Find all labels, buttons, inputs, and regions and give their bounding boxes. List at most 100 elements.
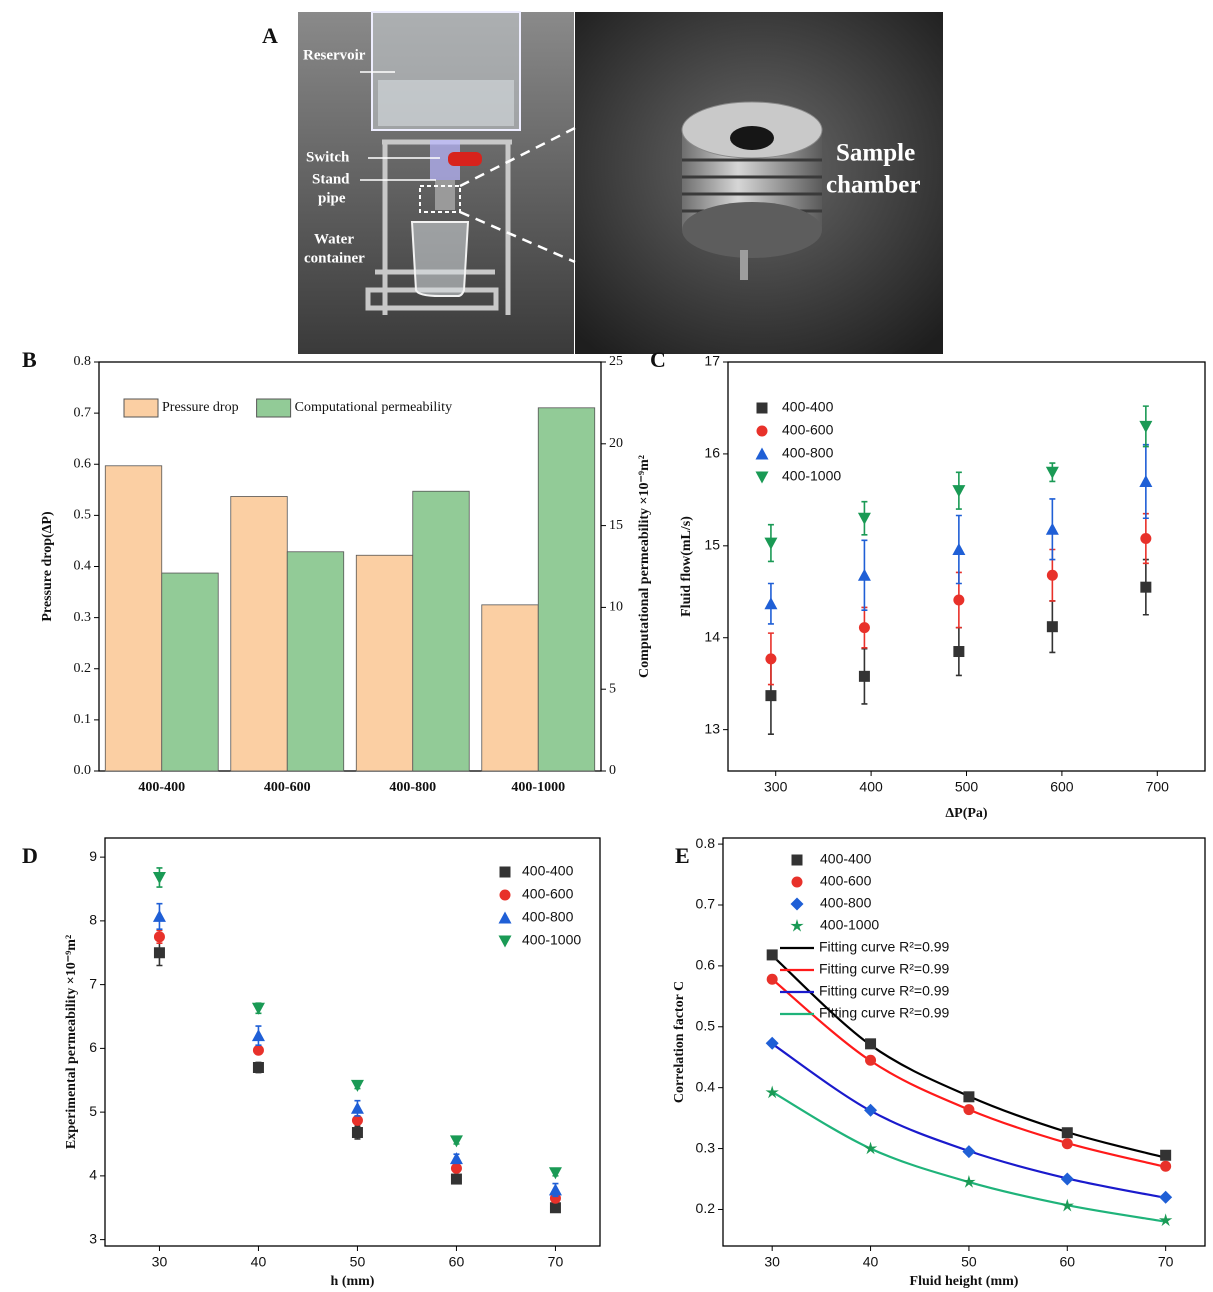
bar bbox=[537, 407, 596, 772]
y2-axis-label: Computational permeability ×10⁻⁹m² bbox=[637, 455, 652, 678]
annotation: chamber bbox=[826, 172, 920, 199]
point bbox=[962, 1145, 976, 1159]
legend-label: Computational permeability bbox=[295, 400, 452, 415]
y-tick-label: 0.8 bbox=[696, 835, 716, 851]
annotation: Switch bbox=[306, 149, 350, 165]
point bbox=[251, 1029, 265, 1042]
point bbox=[153, 931, 165, 943]
legend-label: 400-800 bbox=[820, 895, 872, 911]
point bbox=[865, 1038, 877, 1050]
x-tick-label: 400-800 bbox=[389, 780, 436, 795]
y-tick-label: 15 bbox=[704, 537, 720, 553]
point bbox=[865, 1054, 877, 1066]
legend-label: 400-600 bbox=[820, 873, 872, 889]
x-tick-label: 50 bbox=[961, 1254, 977, 1270]
water bbox=[378, 80, 514, 126]
point bbox=[764, 537, 778, 550]
point bbox=[1060, 1172, 1074, 1186]
point bbox=[765, 1036, 779, 1050]
point bbox=[1061, 1127, 1073, 1139]
annotation: Water bbox=[314, 231, 354, 247]
point bbox=[1160, 1160, 1172, 1172]
point bbox=[1158, 1213, 1173, 1227]
y-tick-label: 0.3 bbox=[696, 1139, 716, 1155]
legend-label: 400-600 bbox=[782, 422, 834, 438]
x-tick-label: 40 bbox=[863, 1254, 879, 1270]
point bbox=[449, 1152, 463, 1165]
x-tick-label: 400-1000 bbox=[511, 780, 565, 795]
x-tick-label: 70 bbox=[548, 1254, 564, 1270]
legend-marker bbox=[499, 866, 511, 878]
annotation: pipe bbox=[318, 190, 346, 206]
legend-label: 400-800 bbox=[782, 445, 834, 461]
y2-tick-label: 10 bbox=[609, 600, 623, 615]
point bbox=[1139, 420, 1153, 433]
y-tick-label: 0.0 bbox=[74, 763, 92, 778]
y-tick-label: 8 bbox=[89, 912, 97, 928]
legend-label: 400-800 bbox=[522, 909, 574, 925]
legend-marker bbox=[790, 897, 804, 911]
annotation: Stand bbox=[312, 171, 350, 187]
point bbox=[549, 1202, 561, 1214]
legend-label: 400-600 bbox=[522, 886, 574, 902]
point bbox=[1140, 581, 1152, 593]
y-tick-label: 7 bbox=[89, 975, 97, 991]
legend-label: 400-400 bbox=[820, 851, 872, 867]
panel-label: D bbox=[22, 843, 38, 868]
legend-label: 400-1000 bbox=[820, 917, 879, 933]
legend-label: 400-1000 bbox=[782, 468, 841, 484]
legend-label: 400-400 bbox=[782, 399, 834, 415]
annotation: container bbox=[304, 250, 365, 266]
y-tick-label: 0.5 bbox=[74, 508, 92, 523]
y-tick-label: 0.1 bbox=[74, 712, 92, 727]
x-tick-label: 30 bbox=[764, 1254, 780, 1270]
point bbox=[1045, 466, 1059, 479]
photo-panel: A Reservoir Switch Stand pipe Water cont… bbox=[262, 11, 943, 354]
plot-frame bbox=[722, 837, 1206, 1247]
y-tick-label: 0.5 bbox=[696, 1017, 716, 1033]
point bbox=[1061, 1138, 1073, 1150]
x-tick-label: 60 bbox=[1059, 1254, 1075, 1270]
point bbox=[1060, 1198, 1074, 1212]
y2-tick-label: 25 bbox=[609, 354, 623, 369]
point bbox=[858, 622, 870, 634]
point bbox=[153, 947, 165, 959]
point bbox=[548, 1167, 562, 1180]
y-tick-label: 0.2 bbox=[696, 1200, 716, 1216]
x-tick-label: 400 bbox=[859, 779, 883, 795]
point bbox=[1160, 1149, 1172, 1161]
point bbox=[952, 485, 966, 498]
point bbox=[1045, 522, 1059, 535]
chart: D 3 4 5 6 7 8 9 30 40 50 60 70 Experimental permeabil… bbox=[22, 837, 601, 1289]
bar bbox=[355, 554, 414, 772]
water-container bbox=[410, 221, 470, 297]
panel-label: A bbox=[262, 23, 278, 48]
point bbox=[858, 670, 870, 682]
y2-tick-label: 20 bbox=[609, 436, 623, 451]
x-tick-label: 700 bbox=[1146, 779, 1170, 795]
point bbox=[1140, 532, 1152, 544]
chart: C 13 14 15 16 17 300 400 500 600 700 Fluid flow(mL/… bbox=[650, 347, 1206, 821]
point bbox=[952, 542, 966, 555]
y-tick-label: 4 bbox=[89, 1167, 97, 1183]
x-tick-label: 60 bbox=[449, 1254, 465, 1270]
point bbox=[350, 1079, 364, 1092]
legend-marker bbox=[791, 876, 803, 888]
switch-valve bbox=[448, 152, 482, 166]
legend-marker bbox=[499, 889, 511, 901]
y-axis-label: Experimental permeability ×10⁻⁹m² bbox=[64, 935, 79, 1149]
x-tick-label: 300 bbox=[764, 779, 788, 795]
y-axis-label: Pressure drop(ΔP) bbox=[40, 511, 55, 622]
x-axis-label: Fluid height (mm) bbox=[910, 1274, 1019, 1289]
y-tick-label: 14 bbox=[704, 628, 720, 644]
legend-label: Fitting curve R²=0.99 bbox=[819, 1005, 950, 1021]
bar bbox=[481, 604, 539, 772]
point bbox=[766, 949, 778, 961]
panel-label: B bbox=[22, 347, 37, 372]
point bbox=[351, 1127, 363, 1139]
y-tick-label: 9 bbox=[89, 848, 97, 864]
legend-label: Fitting curve R²=0.99 bbox=[819, 961, 950, 977]
stand-pipe bbox=[435, 180, 455, 210]
y-tick-label: 13 bbox=[704, 720, 720, 736]
point bbox=[764, 597, 778, 610]
